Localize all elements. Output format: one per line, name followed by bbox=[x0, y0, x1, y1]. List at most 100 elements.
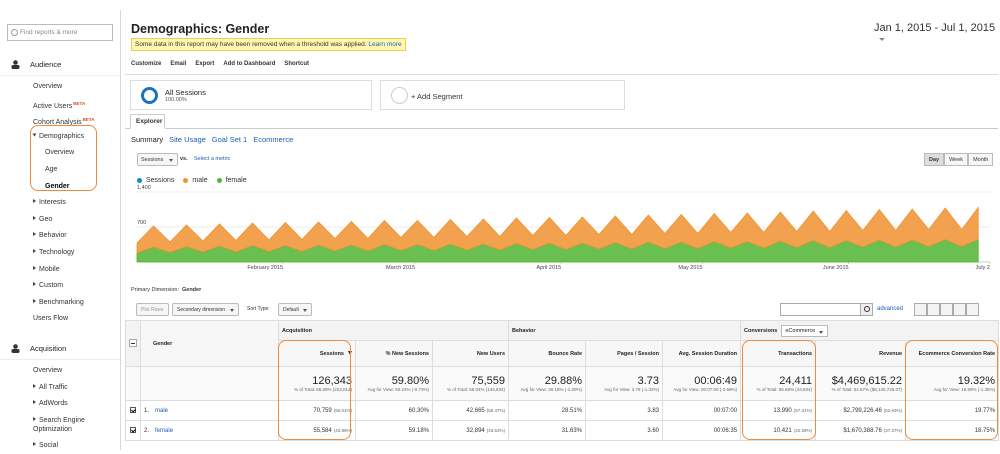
nav-item[interactable]: AdWords bbox=[0, 396, 120, 413]
toolbar-item[interactable]: Export bbox=[195, 61, 215, 67]
column-header[interactable]: Transactions bbox=[740, 340, 817, 367]
nav-item[interactable]: Technology bbox=[0, 245, 120, 262]
total-cell: $4,469,615.22% of Total: 54.67% ($8,145,… bbox=[815, 366, 907, 401]
nav-item[interactable]: Social bbox=[0, 438, 120, 454]
add-segment[interactable]: + Add Segment bbox=[380, 80, 625, 110]
column-label: Sessions bbox=[319, 350, 344, 357]
metric-link[interactable]: Select a metric bbox=[194, 156, 231, 162]
nav-item[interactable]: Mobile bbox=[0, 262, 120, 279]
nav-item[interactable]: Benchmarking bbox=[0, 295, 120, 312]
total-value: 00:06:49 bbox=[694, 374, 738, 387]
nav-item[interactable]: Age bbox=[0, 162, 120, 179]
column-header[interactable]: Ecommerce Conversion Rate bbox=[905, 340, 1000, 367]
cell-value: 00:07:00 bbox=[713, 407, 738, 414]
subtab[interactable]: Site Usage bbox=[169, 135, 206, 144]
search-box[interactable]: Find reports & more bbox=[7, 24, 113, 41]
nav-section[interactable]: Acquisition bbox=[0, 338, 120, 360]
subtab[interactable]: Goal Set 1 bbox=[211, 135, 248, 144]
metric-select[interactable]: Sessions bbox=[137, 153, 179, 166]
column-label: % New Sessions bbox=[385, 350, 429, 357]
nav-section[interactable]: Audience bbox=[0, 54, 120, 76]
column-header[interactable]: Pages / Session bbox=[585, 340, 664, 367]
period-button[interactable]: Week bbox=[944, 153, 969, 166]
toolbar-item[interactable]: Customize bbox=[131, 61, 162, 67]
value-cell: 3.83 bbox=[585, 400, 664, 421]
value-cell: $1,670,388.76 (37.37%) bbox=[815, 420, 907, 441]
nav-item[interactable]: Interests bbox=[0, 195, 120, 212]
notice-link[interactable]: Learn more bbox=[368, 41, 402, 48]
nav-item[interactable]: All Traffic bbox=[0, 380, 120, 397]
section-icon bbox=[11, 344, 20, 353]
collapse-button[interactable] bbox=[129, 338, 137, 347]
toolbar-item[interactable]: Shortcut bbox=[284, 61, 310, 67]
view-button[interactable] bbox=[914, 303, 927, 316]
column-header[interactable]: Bounce Rate bbox=[508, 340, 587, 367]
row-label[interactable]: female bbox=[155, 427, 174, 434]
sort-label: Sort Type: bbox=[247, 306, 270, 312]
tab[interactable]: Explorer bbox=[130, 114, 165, 129]
nav-item[interactable]: Overview bbox=[0, 79, 120, 96]
nav-label: Overview bbox=[45, 149, 75, 157]
view-button[interactable] bbox=[966, 303, 979, 316]
sort-arrow bbox=[348, 350, 352, 355]
column-header[interactable]: Avg. Session Duration bbox=[662, 340, 742, 367]
column-label: Revenue bbox=[879, 350, 903, 357]
nav-item[interactable]: Demographics bbox=[0, 129, 120, 146]
plot-rows-button[interactable]: Plot Rows bbox=[136, 303, 169, 316]
view-button[interactable] bbox=[940, 303, 953, 316]
checkbox[interactable] bbox=[130, 426, 136, 433]
advanced-link[interactable]: advanced bbox=[877, 306, 904, 312]
period-button[interactable]: Month bbox=[968, 153, 994, 166]
nav-item[interactable]: Search Engine Optimization bbox=[0, 413, 100, 438]
toolbar-item[interactable]: Email bbox=[170, 61, 187, 67]
nav-item[interactable]: Geo bbox=[0, 212, 120, 229]
subtab[interactable]: Summary bbox=[131, 135, 164, 144]
subtab[interactable]: Ecommerce bbox=[253, 135, 294, 144]
secondary-dimension[interactable]: Secondary dimension bbox=[172, 303, 240, 316]
blank-cell bbox=[140, 366, 279, 401]
column-header[interactable]: New Users bbox=[431, 340, 510, 367]
blank-cell bbox=[125, 366, 141, 401]
cell-value: 55,584 bbox=[313, 427, 332, 434]
nav-item[interactable]: Overview bbox=[0, 145, 120, 162]
nav-item[interactable]: Overview bbox=[0, 363, 120, 380]
nav-item[interactable]: Users Flow bbox=[0, 311, 120, 328]
row-label[interactable]: male bbox=[155, 407, 169, 414]
nav-item[interactable]: Behavior bbox=[0, 228, 120, 245]
nav-item[interactable]: Gender bbox=[0, 179, 120, 196]
row-index: 1. bbox=[144, 407, 150, 414]
date-range[interactable]: Jan 1, 2015 - Jul 1, 2015 bbox=[874, 22, 1000, 46]
column-header[interactable]: Sessions bbox=[278, 340, 356, 367]
nav-label: Gender bbox=[45, 182, 70, 190]
segment[interactable]: All Sessions 100.00% bbox=[130, 80, 372, 110]
segment-icon bbox=[391, 87, 408, 104]
cell-value: $1,670,388.76 bbox=[843, 427, 882, 434]
search-button[interactable] bbox=[860, 303, 873, 316]
column-label: Avg. Session Duration bbox=[678, 350, 738, 357]
x-tick-label: July 2 bbox=[976, 265, 990, 271]
legend-label: female bbox=[225, 177, 247, 184]
x-tick-label: April 2015 bbox=[536, 265, 561, 271]
period-button[interactable]: Day bbox=[924, 153, 945, 166]
legend-swatch bbox=[216, 178, 222, 183]
value-cell: 31.63% bbox=[508, 420, 587, 441]
nav-label: All Traffic bbox=[39, 383, 68, 391]
cell-value: 19.77% bbox=[974, 407, 996, 414]
view-buttons bbox=[914, 303, 979, 316]
group-selector[interactable]: eCommerce bbox=[781, 324, 829, 337]
checkbox[interactable] bbox=[130, 406, 136, 413]
nav-item[interactable]: Active UsersBETA bbox=[0, 96, 120, 113]
value-cell: 60.30% bbox=[355, 400, 433, 421]
data-row: 2. female 55,584 (43.99%) 59.18% 32,894 (43.53… bbox=[125, 420, 1000, 441]
column-header[interactable]: % New Sessions bbox=[355, 340, 433, 367]
segment-share: 100.00% bbox=[165, 97, 187, 103]
view-button[interactable] bbox=[927, 303, 940, 316]
nav-item[interactable]: Custom bbox=[0, 278, 120, 295]
toolbar-item[interactable]: Add to Dashboard bbox=[223, 61, 276, 67]
view-button[interactable] bbox=[953, 303, 966, 316]
sort-select[interactable]: Default bbox=[278, 303, 312, 316]
nav-item[interactable]: Cohort AnalysisBETA bbox=[0, 112, 120, 129]
total-note: % of Total: 56.04% (134,834) bbox=[447, 386, 506, 392]
column-header[interactable]: Revenue bbox=[815, 340, 907, 367]
